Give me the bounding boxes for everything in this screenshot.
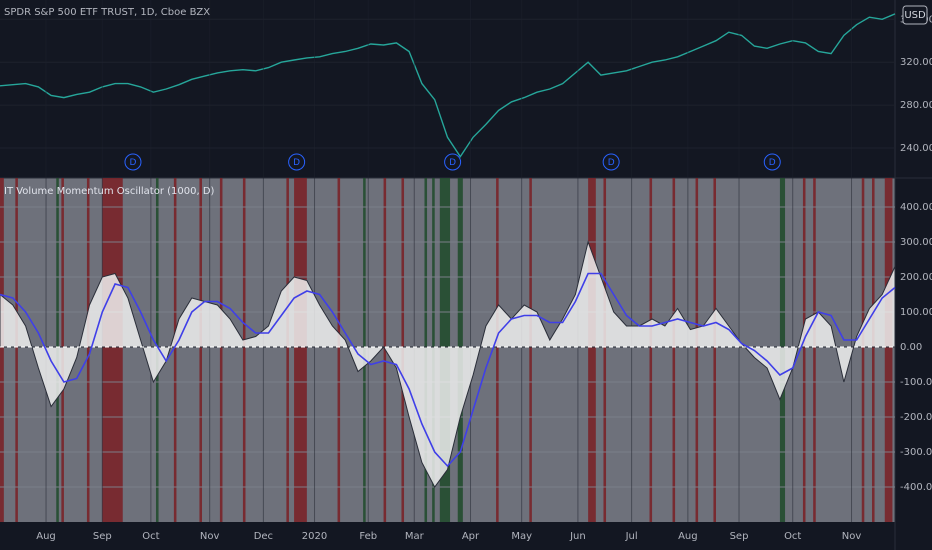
x-tick-label: Jul: [625, 531, 638, 542]
signal-band: [588, 178, 596, 522]
y-tick-label: 320.00: [900, 57, 932, 68]
x-tick-label: Oct: [784, 531, 801, 542]
y-tick-label: 300.00: [900, 237, 932, 248]
dividend-marker: [444, 153, 462, 171]
y-tick-label: -200.00: [900, 412, 932, 423]
dividend-label: D: [130, 158, 137, 168]
x-tick-label: Apr: [462, 531, 480, 542]
currency-badge[interactable]: [902, 5, 928, 25]
x-tick-label: Nov: [842, 531, 862, 542]
signal-line: [0, 272, 896, 468]
y-tick-label: 200.00: [900, 272, 932, 283]
dividend-marker: [124, 153, 142, 171]
signal-band: [496, 178, 499, 522]
dividend-label: D: [293, 158, 300, 168]
x-tick-label: May: [511, 531, 532, 542]
signal-band: [802, 178, 806, 522]
y-tick-label: -100.00: [900, 377, 932, 388]
chart-title: SPDR S&P 500 ETF TRUST, 1D, Cboe BZX: [4, 7, 210, 18]
y-tick-label: 280.00: [900, 100, 932, 111]
signal-band: [173, 178, 177, 522]
x-tick-label: Sep: [730, 531, 749, 542]
signal-band: [813, 178, 816, 522]
signal-band: [871, 178, 875, 522]
x-tick-label: Jun: [569, 531, 586, 542]
signal-band: [884, 178, 893, 522]
y-tick-label: 400.00: [900, 202, 932, 213]
currency-label: USD: [904, 10, 926, 21]
signal-band: [102, 178, 123, 522]
dividend-marker: [763, 153, 781, 171]
x-tick-label: 2020: [302, 531, 327, 542]
signal-band: [294, 178, 307, 522]
x-tick-label: Nov: [200, 531, 220, 542]
indicator-title: IT Volume Momentum Oscillator (1000, D): [4, 186, 215, 197]
x-tick-label: Mar: [405, 531, 425, 542]
dividend-marker: [288, 153, 306, 171]
y-tick-label: 100.00: [900, 307, 932, 318]
signal-band: [219, 178, 223, 522]
x-tick-label: Aug: [678, 531, 698, 542]
dividend-label: D: [449, 158, 456, 168]
x-tick-label: Sep: [93, 531, 112, 542]
x-tick-label: Oct: [142, 531, 159, 542]
x-tick-label: Dec: [254, 531, 273, 542]
x-tick-label: Feb: [359, 531, 377, 542]
signal-band: [15, 178, 18, 522]
signal-band: [649, 178, 653, 522]
x-tick-label: Aug: [36, 531, 56, 542]
price-line: [0, 13, 896, 158]
y-tick-label: -300.00: [900, 447, 932, 458]
signal-band: [713, 178, 716, 522]
signal-band: [337, 178, 341, 522]
signal-band: [286, 178, 289, 522]
y-tick-label: -400.00: [900, 482, 932, 493]
dividend-label: D: [608, 158, 615, 168]
signal-band: [603, 178, 607, 522]
signal-band: [0, 178, 4, 522]
signal-band: [242, 178, 246, 522]
signal-band: [695, 178, 699, 522]
signal-band: [199, 178, 203, 522]
y-tick-label: 240.00: [900, 143, 932, 154]
signal-band: [672, 178, 676, 522]
signal-band: [86, 178, 90, 522]
dividend-marker: [602, 153, 620, 171]
signal-band: [529, 178, 532, 522]
signal-band: [861, 178, 865, 522]
dividend-label: D: [769, 158, 776, 168]
y-tick-label: 0.00: [900, 342, 922, 353]
